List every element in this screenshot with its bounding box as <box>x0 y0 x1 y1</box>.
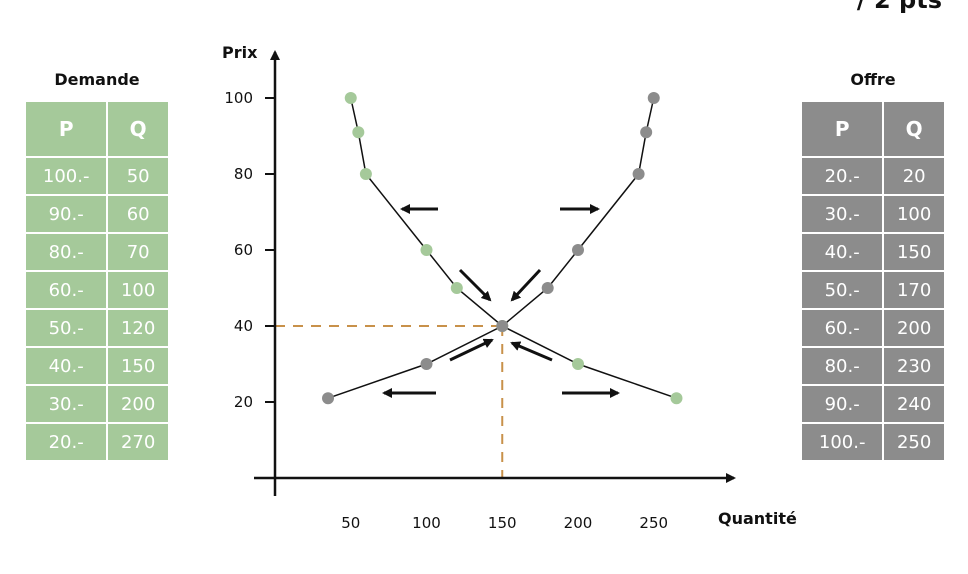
demand-point <box>359 168 372 180</box>
demand-point <box>420 244 433 256</box>
supply-quantity-cell: 250 <box>882 422 946 462</box>
supply-row: 50.- 170 <box>799 270 946 310</box>
x-tick-label: 250 <box>639 514 668 532</box>
supply-row: 100.- 250 <box>799 422 946 462</box>
supply-quantity-cell: 240 <box>882 384 946 424</box>
demand-row: 90.- 60 <box>23 194 170 234</box>
supply-price-cell: 30.- <box>799 194 885 234</box>
demand-price-cell: 30.- <box>23 384 109 424</box>
supply-point <box>541 282 554 294</box>
y-tick-label: 80 <box>234 165 253 183</box>
y-axis-label: Prix <box>222 43 258 62</box>
supply-row: 90.- 240 <box>799 384 946 424</box>
demand-row: 100.- 50 <box>23 156 170 196</box>
demand-point <box>344 92 357 104</box>
supply-quantity-cell: 20 <box>882 156 946 196</box>
demand-price-cell: 60.- <box>23 270 109 310</box>
supply-quantity-cell: 230 <box>882 346 946 386</box>
demand-header-p: P <box>23 100 109 158</box>
demand-point <box>670 392 683 405</box>
demand-row: 60.- 100 <box>23 270 170 310</box>
demand-table: P Q 100.- 50 90.- 60 80.- 70 60.- 100 50.- 120 40.… <box>23 100 170 462</box>
supply-row: 40.- 150 <box>799 232 946 272</box>
demand-quantity-cell: 60 <box>106 194 170 234</box>
supply-point <box>647 92 660 104</box>
y-tick-label: 60 <box>234 241 253 259</box>
demand-point <box>352 126 365 139</box>
demand-row: 40.- 150 <box>23 346 170 386</box>
supply-price-cell: 60.- <box>799 308 885 348</box>
supply-price-cell: 100.- <box>799 422 885 462</box>
demand-row: 30.- 200 <box>23 384 170 424</box>
supply-table-title: Offre <box>850 70 896 89</box>
demand-price-cell: 100.- <box>23 156 109 196</box>
supply-header-p: P <box>799 100 885 158</box>
supply-point <box>632 168 645 180</box>
direction-arrow <box>458 268 492 302</box>
supply-point <box>572 244 584 256</box>
supply-point <box>322 392 335 405</box>
supply-quantity-cell: 170 <box>882 270 946 310</box>
direction-arrow <box>510 268 542 302</box>
demand-point <box>450 282 463 294</box>
x-tick-label: 200 <box>564 514 593 532</box>
supply-row: 60.- 200 <box>799 308 946 348</box>
supply-table: P Q 20.- 20 30.- 100 40.- 150 50.- 170 60.- 200 80… <box>799 100 946 462</box>
supply-quantity-cell: 100 <box>882 194 946 234</box>
demand-price-cell: 40.- <box>23 346 109 386</box>
demand-quantity-cell: 70 <box>106 232 170 272</box>
demand-quantity-cell: 200 <box>106 384 170 424</box>
demand-row: 80.- 70 <box>23 232 170 272</box>
supply-point <box>496 320 509 332</box>
demand-quantity-cell: 120 <box>106 308 170 348</box>
demand-quantity-cell: 150 <box>106 346 170 386</box>
supply-price-cell: 90.- <box>799 384 885 424</box>
direction-arrow <box>510 341 553 362</box>
supply-price-cell: 40.- <box>799 232 885 272</box>
supply-point <box>420 358 433 370</box>
demand-price-cell: 20.- <box>23 422 109 462</box>
supply-row: 20.- 20 <box>799 156 946 196</box>
supply-quantity-cell: 150 <box>882 232 946 272</box>
demand-quantity-cell: 100 <box>106 270 170 310</box>
supply-price-cell: 80.- <box>799 346 885 386</box>
demand-row: 20.- 270 <box>23 422 170 462</box>
demand-quantity-cell: 50 <box>106 156 170 196</box>
supply-row: 80.- 230 <box>799 346 946 386</box>
x-tick-label: 150 <box>488 514 517 532</box>
demand-curve <box>350 97 677 399</box>
y-tick-label: 40 <box>234 317 253 335</box>
demand-price-cell: 50.- <box>23 308 109 348</box>
y-tick-label: 100 <box>224 89 253 107</box>
x-tick-label: 50 <box>341 514 360 532</box>
demand-price-cell: 80.- <box>23 232 109 272</box>
demand-table-title: Demande <box>54 70 140 89</box>
supply-row: 30.- 100 <box>799 194 946 234</box>
direction-arrow <box>449 338 494 362</box>
x-axis-label: Quantité <box>718 509 797 528</box>
supply-header-q: Q <box>882 100 946 158</box>
supply-point <box>640 126 653 139</box>
demand-row: 50.- 120 <box>23 308 170 348</box>
supply-curve <box>327 97 655 399</box>
supply-quantity-cell: 200 <box>882 308 946 348</box>
points-label: / 2 pts <box>856 0 942 14</box>
demand-point <box>572 358 584 370</box>
demand-price-cell: 90.- <box>23 194 109 234</box>
y-tick-label: 20 <box>234 393 253 411</box>
x-tick-label: 100 <box>412 514 441 532</box>
demand-header-q: Q <box>106 100 170 158</box>
supply-price-cell: 20.- <box>799 156 885 196</box>
demand-quantity-cell: 270 <box>106 422 170 462</box>
supply-price-cell: 50.- <box>799 270 885 310</box>
